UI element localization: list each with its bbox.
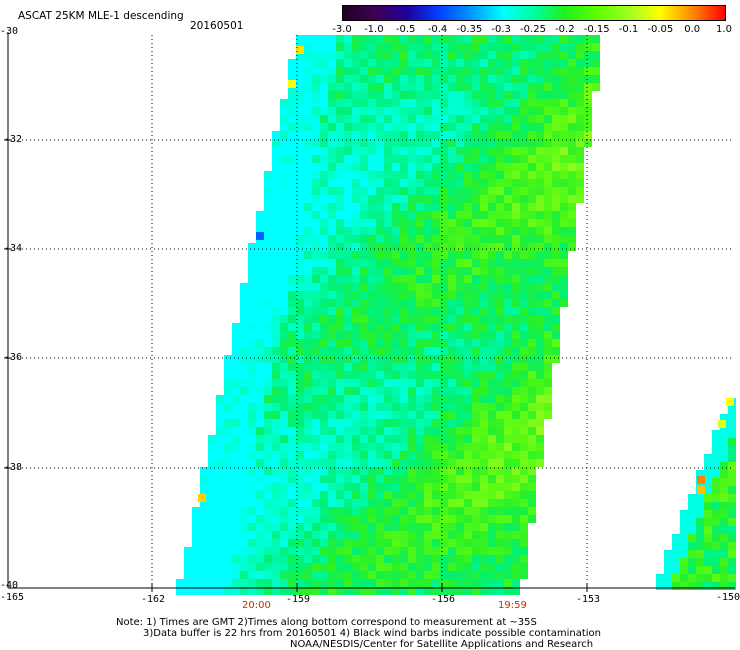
lon-label: -150 — [716, 592, 740, 603]
lon-label: -165 — [0, 592, 25, 603]
colorbar-label: 0.0 — [684, 24, 701, 35]
lat-label: -34 — [4, 243, 23, 254]
colorbar-label: -0.5 — [395, 24, 416, 35]
lat-label: -40 — [0, 580, 19, 591]
colorbar-label: -0.15 — [583, 24, 610, 35]
map-title: ASCAT 25KM MLE-1 descending — [18, 10, 184, 22]
note-line-3: NOAA/NESDIS/Center for Satellite Applica… — [290, 639, 594, 650]
time-label-right: 19:59 — [498, 600, 527, 611]
lon-label: -159 — [286, 594, 311, 605]
lat-label: -30 — [0, 26, 19, 37]
main-swath — [176, 35, 600, 595]
time-label-left: 20:00 — [242, 600, 271, 611]
lon-label: -162 — [141, 594, 166, 605]
map-frame — [4, 32, 735, 592]
colorbar-label: -0.2 — [555, 24, 575, 35]
lon-label: -153 — [576, 594, 601, 605]
lat-label: -32 — [4, 134, 23, 145]
lon-label: -156 — [431, 594, 456, 605]
map-date: 20160501 — [190, 20, 244, 32]
colorbar-label: -0.3 — [491, 24, 511, 35]
note-line-1: Note: 1) Times are GMT 2)Times along bot… — [116, 617, 537, 628]
lat-label: -38 — [4, 462, 23, 473]
note-line-2: 3)Data buffer is 22 hrs from 20160501 4)… — [143, 628, 601, 639]
right-partial-swath — [656, 398, 736, 590]
colorbar-label: -0.05 — [647, 24, 674, 35]
colorbar-label: -0.25 — [520, 24, 546, 35]
colorbar-label: -0.4 — [427, 24, 448, 35]
colorbar — [342, 5, 726, 21]
colorbar-label: -0.1 — [618, 24, 639, 35]
colorbar-label: -0.35 — [456, 24, 483, 35]
colorbar-labels: -3.0 -1.0 -0.5 -0.4 -0.35 -0.3 -0.25 -0.2 -0.15-… — [330, 24, 735, 38]
grid-lines — [10, 35, 733, 588]
colorbar-label: -1.0 — [364, 24, 384, 35]
lat-label: -36 — [4, 352, 23, 363]
colorbar-label: -3.0 — [332, 24, 352, 35]
colorbar-label: 1.0 — [716, 24, 732, 35]
